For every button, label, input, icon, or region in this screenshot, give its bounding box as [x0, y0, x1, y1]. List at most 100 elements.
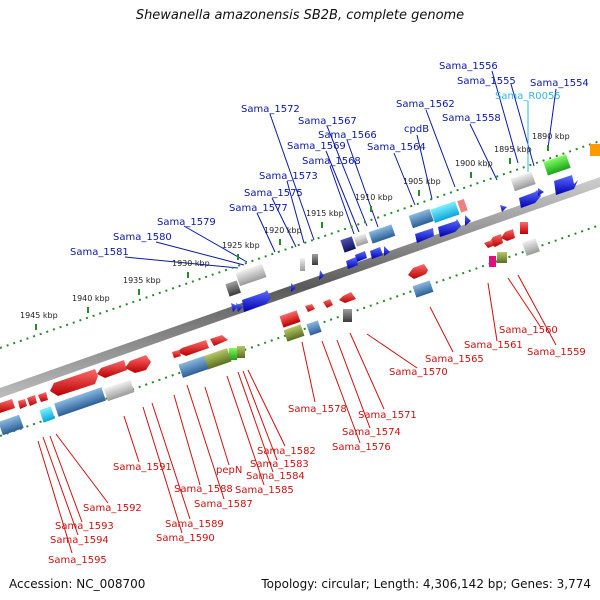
gene-block: [510, 171, 536, 192]
gene-label: Sama_1559: [527, 347, 586, 358]
bottom-strand-features: [0, 222, 540, 436]
gene-label: Sama_1556: [439, 61, 498, 72]
gene-arrow: [305, 304, 315, 312]
gene-label: Sama_1592: [83, 503, 142, 514]
gene-block: [235, 263, 267, 287]
gene-label: Sama_1578: [288, 404, 347, 415]
gene-block: [300, 258, 305, 271]
gene-label: Sama_1572: [241, 104, 300, 115]
gene-arrow: [500, 205, 507, 212]
scale-tick-label: 1935 kbp: [123, 276, 161, 285]
gene-label: Sama_1584: [246, 471, 305, 482]
gene-block: [103, 379, 135, 402]
gene-label: Sama_1560: [499, 325, 558, 336]
gene-label: Sama_1581: [70, 247, 129, 258]
top-strand-features: [225, 144, 600, 312]
gene-block: [54, 387, 106, 417]
gene-arrow: [339, 292, 356, 303]
gene-label: Sama_1568: [302, 156, 361, 167]
gene-block: [343, 309, 352, 322]
gene-arrow: [484, 240, 493, 248]
top-strand-labels: Sama_1554 Sama_1555 Sama_1556 Sama_R0055 Sam…: [70, 61, 589, 258]
gene-arrow: [501, 229, 515, 241]
gene-label: Sama_R0055: [495, 91, 561, 102]
gene-label: Sama_1574: [342, 427, 401, 438]
scale-tick-label: 1920 kbp: [264, 226, 302, 235]
gene-block: [237, 346, 245, 358]
gene-label: Sama_1566: [318, 130, 377, 141]
topology-summary: Topology: circular; Length: 4,306,142 bp…: [261, 577, 591, 591]
gene-label: Sama_1567: [298, 116, 357, 127]
gene-block: [543, 154, 571, 176]
gene-label: Sama_1558: [442, 113, 501, 124]
gene-label: Sama_1579: [157, 217, 216, 228]
gene-block: [229, 348, 237, 360]
bottom-strand-labels: Sama_1559 Sama_1560 Sama_1561 Sama_1565 Sama…: [48, 325, 586, 566]
gene-arrow: [519, 190, 541, 208]
gene-label: Sama_1587: [194, 499, 253, 510]
page-title: Shewanella amazonensis SB2B, complete ge…: [135, 8, 465, 23]
gene-arrow: [242, 290, 271, 312]
gene-label: Sama_1594: [50, 535, 109, 546]
scale-tick-label: 1910 kbp: [355, 193, 393, 202]
gene-block: [430, 201, 460, 223]
gene-label: Sama_1588: [174, 484, 233, 495]
gene-label: Sama_1571: [358, 410, 417, 421]
gene-label: Sama_1585: [235, 485, 294, 496]
gene-label: Sama_1562: [396, 99, 455, 110]
gene-label: Sama_1580: [113, 232, 172, 243]
gene-arrow: [97, 360, 127, 378]
gene-block: [590, 144, 600, 156]
gene-label: Sama_1570: [389, 367, 448, 378]
gene-arrow: [18, 399, 27, 409]
scale-tick-label: 1945 kbp: [20, 311, 58, 320]
gene-label: Sama_1576: [332, 442, 391, 453]
gene-arrow: [231, 303, 238, 312]
gene-label: Sama_1561: [464, 340, 523, 351]
gene-arrow: [0, 399, 15, 413]
gene-arrow: [384, 246, 390, 256]
gene-arrow: [38, 392, 48, 402]
gene-label: Sama_1591: [113, 462, 172, 473]
gene-label: Sama_1569: [287, 141, 346, 152]
gene-arrow: [408, 264, 428, 279]
gene-label: Sama_1590: [156, 533, 215, 544]
gene-arrow: [415, 228, 434, 243]
gene-label: Sama_1555: [457, 76, 516, 87]
gene-arrow: [370, 247, 383, 259]
gene-arrow: [538, 188, 544, 196]
gene-label: Sama_1577: [229, 203, 288, 214]
gene-block: [283, 324, 305, 342]
accession-text: Accession: NC_008700: [9, 577, 146, 591]
leader-lines: [37, 70, 557, 554]
gene-arrow: [210, 335, 228, 346]
gene-label: cpdB: [404, 124, 429, 135]
scale-tick-label: 1890 kbp: [532, 132, 570, 141]
gene-arrow: [125, 355, 151, 373]
gene-block: [353, 233, 369, 247]
gene-block: [0, 414, 24, 436]
gene-block: [203, 348, 232, 370]
gene-label: Sama_1554: [530, 78, 589, 89]
gene-block: [520, 222, 528, 234]
gene-block: [279, 310, 301, 328]
gene-arrow: [50, 369, 98, 396]
gene-block: [178, 355, 209, 378]
gene-arrow: [291, 283, 296, 292]
gene-block: [340, 236, 356, 253]
gene-label: Sama_1573: [259, 171, 318, 182]
gene-label: Sama_1565: [425, 354, 484, 365]
gene-arrow: [355, 251, 367, 262]
scale-tick-label: 1915 kbp: [306, 209, 344, 218]
scale-tick-label: 1905 kbp: [403, 177, 441, 186]
gene-label: Sama_1575: [244, 188, 303, 199]
gene-arrow: [323, 299, 333, 308]
scale-tick-label: 1940 kbp: [72, 294, 110, 303]
gene-block: [39, 406, 55, 423]
gene-label: Sama_1589: [165, 519, 224, 530]
gene-label: Sama_1582: [257, 446, 316, 457]
gene-label: Sama_1583: [250, 459, 309, 470]
gene-block: [408, 208, 434, 229]
